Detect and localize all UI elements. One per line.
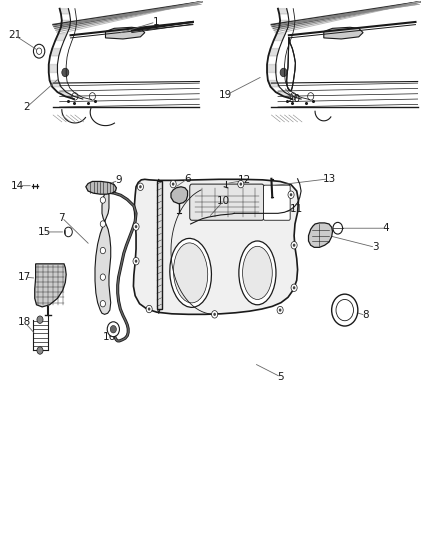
Circle shape bbox=[100, 247, 106, 254]
Polygon shape bbox=[308, 223, 332, 247]
Circle shape bbox=[291, 241, 297, 249]
Circle shape bbox=[64, 227, 72, 237]
Polygon shape bbox=[95, 191, 111, 314]
Text: 13: 13 bbox=[322, 174, 336, 184]
Circle shape bbox=[238, 180, 244, 188]
Ellipse shape bbox=[243, 246, 272, 300]
Polygon shape bbox=[274, 34, 286, 41]
Polygon shape bbox=[324, 27, 363, 39]
FancyBboxPatch shape bbox=[156, 181, 162, 309]
Circle shape bbox=[280, 68, 287, 77]
Circle shape bbox=[240, 182, 242, 185]
Polygon shape bbox=[171, 187, 187, 204]
Circle shape bbox=[107, 322, 120, 337]
Circle shape bbox=[33, 44, 45, 58]
Text: 15: 15 bbox=[38, 227, 51, 237]
Text: 12: 12 bbox=[238, 175, 251, 185]
Text: 3: 3 bbox=[372, 243, 378, 252]
Circle shape bbox=[332, 294, 358, 326]
Circle shape bbox=[172, 182, 174, 185]
Text: 14: 14 bbox=[11, 181, 24, 191]
Circle shape bbox=[290, 93, 296, 100]
Circle shape bbox=[279, 309, 282, 312]
Text: 16: 16 bbox=[102, 332, 116, 342]
Polygon shape bbox=[50, 49, 61, 56]
Circle shape bbox=[291, 284, 297, 292]
Circle shape bbox=[100, 301, 106, 307]
Circle shape bbox=[89, 93, 95, 100]
Polygon shape bbox=[287, 38, 295, 91]
Circle shape bbox=[100, 197, 106, 203]
Text: 17: 17 bbox=[18, 272, 32, 282]
Polygon shape bbox=[86, 181, 117, 194]
Text: 1: 1 bbox=[152, 17, 159, 27]
Text: 6: 6 bbox=[184, 174, 191, 184]
Circle shape bbox=[100, 221, 106, 227]
Circle shape bbox=[148, 308, 150, 311]
Polygon shape bbox=[55, 34, 67, 41]
Polygon shape bbox=[61, 20, 71, 27]
Polygon shape bbox=[268, 80, 279, 87]
Circle shape bbox=[307, 93, 314, 100]
Polygon shape bbox=[49, 80, 61, 87]
Polygon shape bbox=[134, 179, 298, 314]
Text: 10: 10 bbox=[217, 196, 230, 206]
Circle shape bbox=[288, 191, 294, 198]
Ellipse shape bbox=[173, 243, 208, 303]
Polygon shape bbox=[49, 64, 57, 72]
Text: 7: 7 bbox=[59, 213, 65, 223]
Circle shape bbox=[277, 306, 283, 314]
Polygon shape bbox=[35, 264, 66, 307]
Text: 9: 9 bbox=[115, 175, 122, 185]
Circle shape bbox=[62, 68, 69, 77]
Text: 5: 5 bbox=[278, 372, 284, 382]
Circle shape bbox=[135, 225, 138, 228]
Text: 4: 4 bbox=[382, 223, 389, 233]
Polygon shape bbox=[267, 64, 276, 72]
Circle shape bbox=[135, 260, 138, 263]
Polygon shape bbox=[60, 9, 70, 14]
Circle shape bbox=[36, 48, 42, 54]
Circle shape bbox=[133, 257, 139, 265]
Circle shape bbox=[72, 93, 78, 100]
Text: 19: 19 bbox=[219, 90, 232, 100]
Circle shape bbox=[100, 274, 106, 280]
Circle shape bbox=[138, 183, 144, 190]
FancyBboxPatch shape bbox=[264, 185, 290, 220]
FancyBboxPatch shape bbox=[190, 184, 264, 220]
Ellipse shape bbox=[239, 241, 276, 305]
Text: 21: 21 bbox=[8, 30, 21, 41]
Text: 20: 20 bbox=[287, 94, 300, 104]
Ellipse shape bbox=[170, 238, 212, 308]
Polygon shape bbox=[279, 20, 289, 27]
Circle shape bbox=[170, 180, 176, 188]
Circle shape bbox=[133, 223, 139, 230]
Text: 18: 18 bbox=[18, 317, 32, 327]
Circle shape bbox=[37, 347, 43, 354]
Circle shape bbox=[293, 286, 295, 289]
Polygon shape bbox=[57, 92, 74, 96]
Polygon shape bbox=[278, 9, 288, 14]
Circle shape bbox=[213, 313, 216, 316]
Circle shape bbox=[336, 300, 353, 321]
Circle shape bbox=[110, 326, 117, 333]
Circle shape bbox=[293, 244, 295, 247]
Circle shape bbox=[37, 316, 43, 324]
Text: 2: 2 bbox=[24, 102, 30, 112]
Circle shape bbox=[212, 311, 218, 318]
Polygon shape bbox=[276, 92, 292, 96]
Circle shape bbox=[146, 305, 152, 313]
Circle shape bbox=[290, 193, 292, 196]
Text: 11: 11 bbox=[290, 204, 304, 214]
Polygon shape bbox=[106, 27, 145, 39]
Polygon shape bbox=[268, 49, 279, 56]
Text: 8: 8 bbox=[362, 310, 369, 320]
Circle shape bbox=[139, 185, 142, 188]
Circle shape bbox=[333, 222, 343, 234]
